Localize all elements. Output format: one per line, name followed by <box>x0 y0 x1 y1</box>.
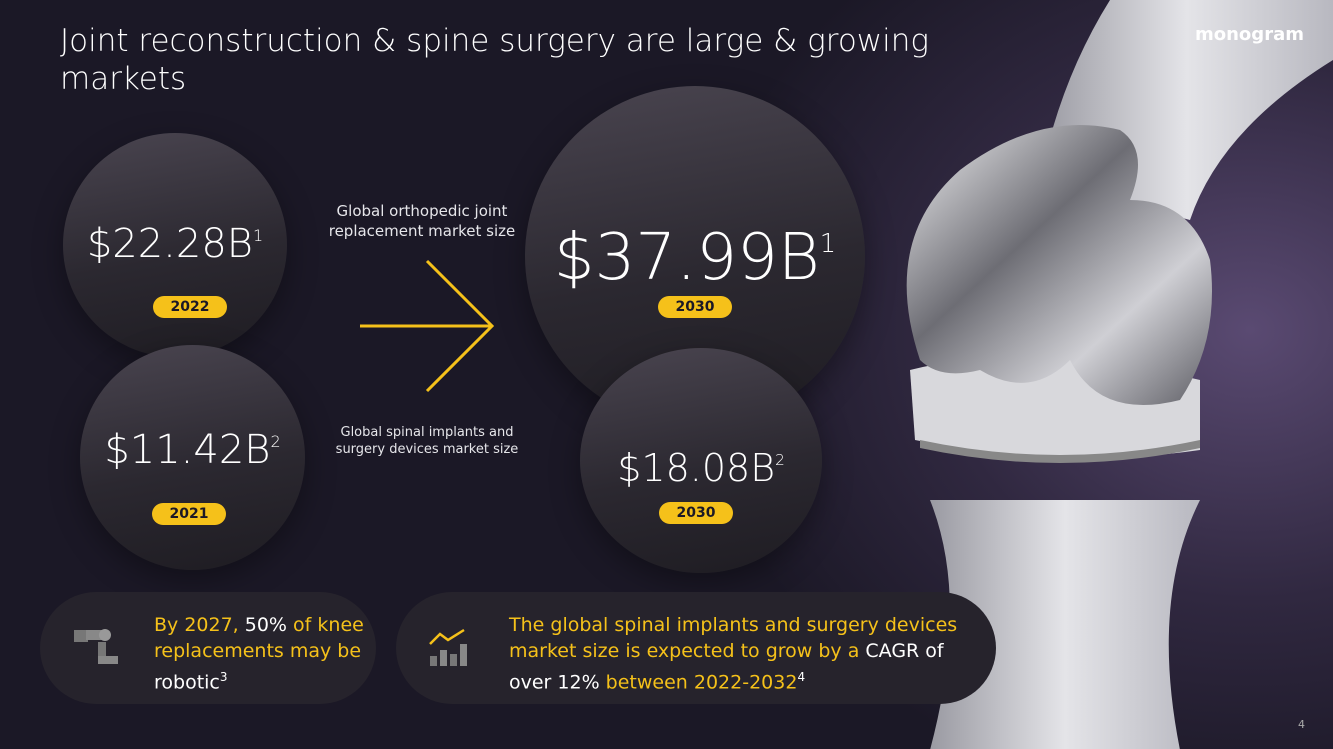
callout-text: The global spinal implants and surgery d… <box>509 612 989 695</box>
footnote: 2 <box>775 450 785 469</box>
year-pill: 2030 <box>659 502 733 524</box>
stat-amount: $11.42B2 <box>80 427 305 473</box>
callout: By 2027, 50% of knee replacements may be… <box>40 592 376 704</box>
stat-amount: $37.99B1 <box>525 221 865 295</box>
callout-text: By 2027, 50% of knee replacements may be… <box>154 612 364 695</box>
logo: monogram <box>1195 24 1304 45</box>
growth-icon <box>429 628 467 666</box>
market-label: Global orthopedic joint replacement mark… <box>328 202 516 240</box>
market-label: Global spinal implants and surgery devic… <box>335 425 519 457</box>
unit: B <box>777 221 820 295</box>
text-span: robotic <box>154 671 220 694</box>
footnote: 4 <box>797 670 806 684</box>
unit: B <box>244 427 271 473</box>
stat-circle: $11.42B2 2021 <box>80 345 305 570</box>
stat-circle: $18.08B2 2030 <box>580 348 822 573</box>
footnote: 3 <box>219 670 228 684</box>
year-pill: 2030 <box>658 296 732 318</box>
amount: $22.28 <box>86 221 227 267</box>
callout: The global spinal implants and surgery d… <box>396 592 996 704</box>
text-span: By 2027, <box>154 614 239 636</box>
knee-illustration <box>906 0 1333 749</box>
stat-amount: $22.28B1 <box>63 221 287 267</box>
year-pill: 2021 <box>152 503 226 525</box>
amount: $18.08 <box>617 446 751 490</box>
text-span: CAGR of over 12% <box>509 640 944 694</box>
unit: B <box>226 221 253 267</box>
stat-circle: $22.28B1 2022 <box>63 133 287 357</box>
text-span: 50% <box>238 614 287 636</box>
text-span: of knee replacements may be <box>154 614 364 662</box>
text-span: The global spinal implants and surgery d… <box>509 614 958 662</box>
footnote: 2 <box>270 431 281 451</box>
title: Joint reconstruction & spine surgery are… <box>60 23 930 97</box>
year-pill: 2022 <box>153 296 227 318</box>
amount: $37.99 <box>553 221 778 295</box>
footnote: 1 <box>819 228 837 259</box>
unit: B <box>750 446 776 490</box>
robot-icon <box>74 629 118 664</box>
stat-amount: $18.08B2 <box>580 446 822 490</box>
page-number: 4 <box>1298 718 1305 731</box>
arrow <box>360 259 495 393</box>
text-span: between 2022-2032 <box>599 671 798 694</box>
amount: $11.42 <box>104 427 245 473</box>
footnote: 1 <box>252 225 264 245</box>
